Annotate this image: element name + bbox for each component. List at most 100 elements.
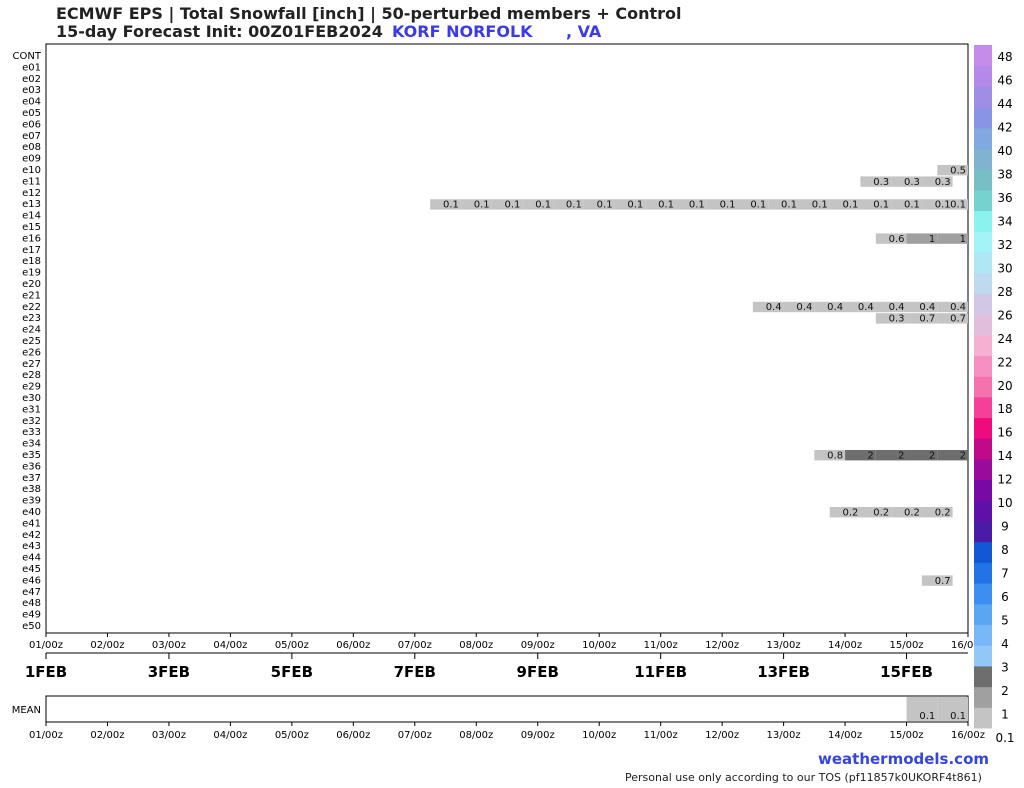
snow-e35-value: 2: [929, 450, 935, 461]
colorbar-swatch: [974, 314, 992, 336]
member-label-e13: e13: [22, 199, 41, 210]
snow-e22-value: 0.4: [827, 302, 843, 313]
date-label: 11FEB: [634, 663, 687, 681]
snow-e22-cell: [937, 301, 968, 313]
date-label: 1FEB: [25, 663, 67, 681]
colorbar-label: 3: [1001, 661, 1009, 675]
mean-x-tick-label: 13/00z: [767, 730, 801, 741]
mean-x-tick-label: 16/00z: [951, 730, 985, 741]
colorbar-label: 22: [997, 355, 1012, 369]
date-label: 15FEB: [880, 663, 933, 681]
snow-e13-cell: [553, 199, 584, 210]
snow-e13-value: 0.1: [873, 200, 889, 211]
date-label: 5FEB: [271, 663, 313, 681]
snow-e40-cell: [829, 507, 861, 518]
member-label-e05: e05: [22, 108, 41, 119]
member-label-e47: e47: [22, 587, 41, 598]
snow-e11-value: 0.3: [935, 177, 951, 188]
snow-e40-cell: [891, 507, 922, 518]
member-label-e31: e31: [22, 404, 41, 415]
snow-e13-cell: [460, 199, 492, 210]
mean-x-tick-label: 04/00z: [213, 730, 247, 741]
colorbar-swatch: [974, 624, 992, 646]
snow-e13-cell: [921, 199, 953, 210]
colorbar-swatch: [974, 86, 992, 108]
snow-e22-cell: [875, 301, 907, 313]
snow-e22-cell: [906, 301, 938, 313]
colorbar-label: 24: [997, 332, 1012, 346]
snow-e16-cell: [906, 233, 938, 244]
colorbar-label: 32: [997, 238, 1012, 252]
colorbar-swatch: [974, 148, 992, 170]
member-label-e43: e43: [22, 541, 41, 552]
colorbar-label: 10: [997, 496, 1012, 510]
snow-e22-value: 0.4: [858, 302, 874, 313]
snow-e23-value: 0.3: [889, 314, 905, 325]
member-label-e08: e08: [22, 142, 41, 153]
mean-x-tick-label: 05/00z: [275, 730, 309, 741]
colorbar-label: 34: [997, 214, 1012, 228]
colorbar-swatch: [974, 272, 992, 294]
member-label-e40: e40: [22, 507, 41, 518]
mean-x-tick-label: 15/00z: [889, 730, 923, 741]
snow-e10-value: 0.5: [950, 165, 966, 176]
colorbar-label: 26: [997, 308, 1012, 322]
snow-e13-value: 0.1: [935, 200, 951, 211]
colorbar-swatch: [974, 707, 992, 729]
snow-e13-cell: [676, 199, 707, 210]
colorbar-label: 40: [997, 144, 1012, 158]
member-label-e17: e17: [22, 245, 41, 256]
snow-e13-value: 0.1: [504, 200, 520, 211]
member-label-e16: e16: [22, 233, 41, 244]
snow-e13-cell: [798, 199, 830, 210]
snow-e35-value: 2: [960, 450, 966, 461]
x-tick-label: 14/00z: [828, 640, 862, 651]
snow-e22-value: 0.4: [796, 302, 812, 313]
member-label-e32: e32: [22, 416, 41, 427]
member-label-e11: e11: [22, 176, 41, 187]
snow-e16-cell: [875, 233, 907, 244]
snow-e13-cell: [860, 199, 892, 210]
member-label-e12: e12: [22, 188, 41, 199]
colorbar-swatch: [974, 583, 992, 605]
colorbar-label: 44: [997, 97, 1012, 111]
member-label-e34: e34: [22, 439, 41, 450]
snow-e40-value: 0.2: [904, 507, 920, 518]
snow-e46-value: 0.7: [935, 576, 951, 587]
snow-e13-value: 0.1: [781, 200, 797, 211]
member-label-e29: e29: [22, 382, 41, 393]
member-label-e50: e50: [22, 621, 41, 632]
member-label-e09: e09: [22, 154, 41, 165]
snow-e22-cell: [845, 301, 876, 313]
colorbar-label: 48: [997, 50, 1012, 64]
snow-e13-cell: [522, 199, 554, 210]
plot-area: [45, 43, 969, 634]
x-tick-label: 16/00z: [951, 640, 985, 651]
mean-value: 0.1: [950, 711, 966, 722]
member-label-e33: e33: [22, 427, 41, 438]
snow-e11-cell: [860, 176, 892, 187]
snow-e35-cell: [906, 450, 938, 461]
colorbar-swatch: [974, 479, 992, 501]
colorbar-label: 38: [997, 167, 1012, 181]
snow-e16-cell: [937, 233, 968, 244]
snow-e13-cell: [952, 199, 968, 210]
colorbar-label: 2: [1001, 684, 1009, 698]
brand-link[interactable]: weathermodels.com: [818, 750, 990, 768]
member-label-e46: e46: [22, 575, 41, 586]
colorbar-swatch: [974, 396, 992, 419]
colorbar-label: 4: [1001, 637, 1009, 651]
mean-cell: [906, 697, 938, 721]
member-label-e06: e06: [22, 119, 41, 130]
member-label-e07: e07: [22, 131, 41, 142]
chart-title: ECMWF EPS | Total Snowfall [inch] | 50-p…: [56, 4, 682, 23]
snow-e13-value: 0.1: [720, 200, 736, 211]
mean-value: 0.1: [919, 711, 935, 722]
snow-e22-value: 0.4: [950, 302, 966, 313]
colorbar-swatch: [974, 231, 992, 253]
snow-e40-cell: [921, 507, 953, 518]
member-label-e02: e02: [22, 74, 41, 85]
snow-e13-value: 0.1: [443, 200, 459, 211]
colorbar-swatch: [974, 334, 992, 356]
